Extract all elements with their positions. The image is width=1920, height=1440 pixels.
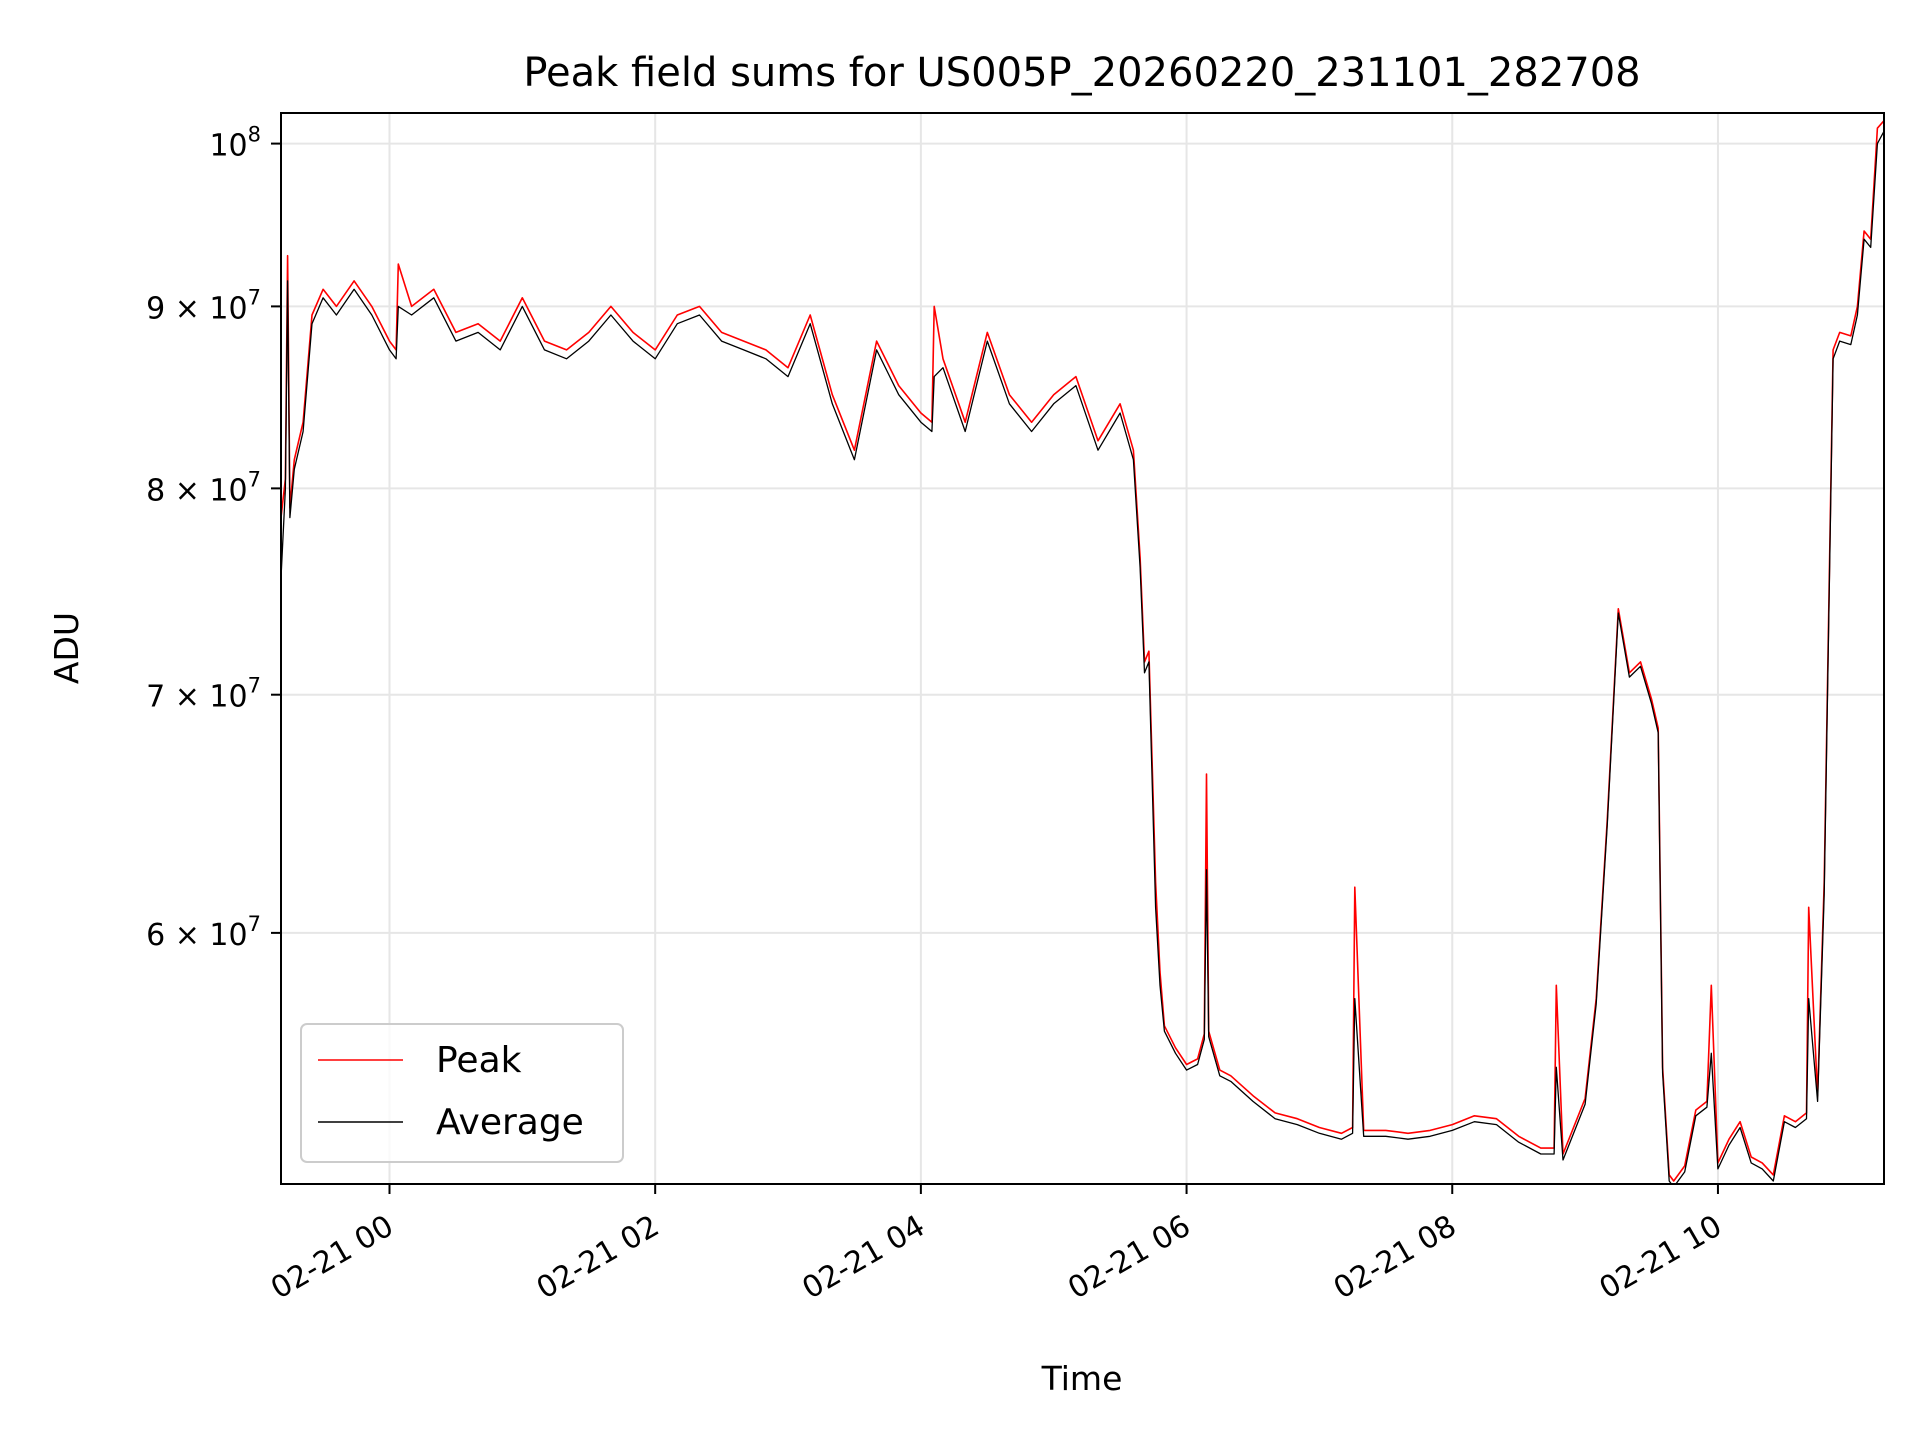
series-line-peak [281,120,1884,1182]
y-axis-label: ADU [47,612,86,684]
x-axis-label: Time [1041,1359,1123,1398]
y-tick-label: 9 × 107 [146,285,261,326]
plot-frame [280,112,1885,1185]
y-tick-label: 7 × 107 [146,674,261,715]
legend-box [300,1023,624,1163]
series-group [281,120,1884,1184]
legend-label-average: Average [436,1102,584,1143]
y-tick-label: 108 [209,123,261,164]
y-tick-label: 6 × 107 [146,912,261,953]
grid [281,113,1884,1184]
y-tick-label: 8 × 107 [146,467,261,508]
series-line-average [281,130,1884,1184]
chart-title: Peak field sums for US005P_20260220_2311… [523,50,1640,96]
legend: Peak Average [300,1023,624,1163]
legend-label-peak: Peak [436,1040,522,1081]
